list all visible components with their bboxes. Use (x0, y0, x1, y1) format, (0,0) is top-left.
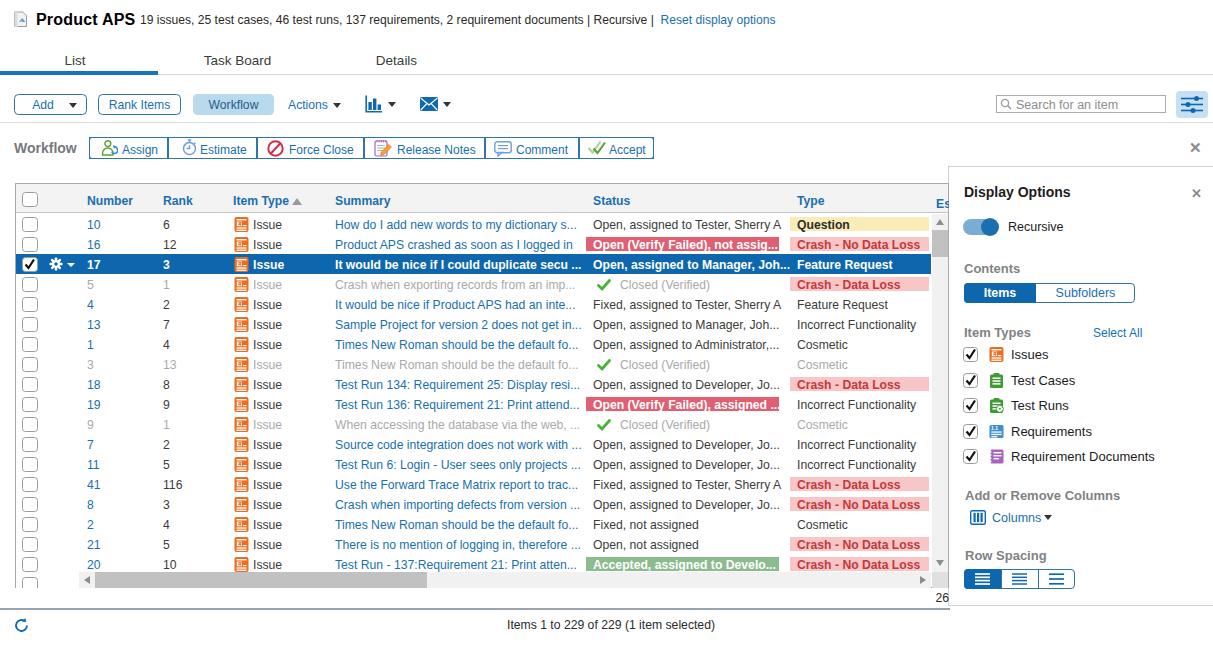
svg-text:1.1: 1.1 (991, 425, 998, 431)
